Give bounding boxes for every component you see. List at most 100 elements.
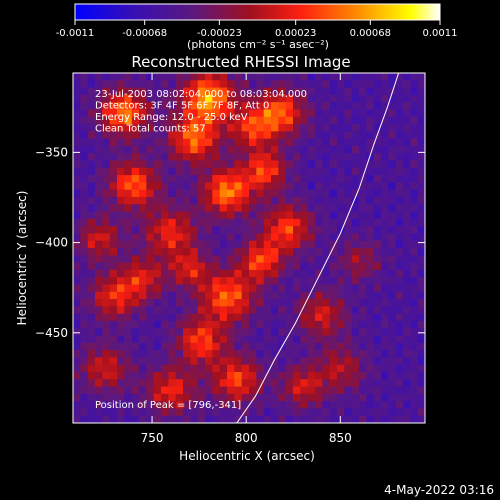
heatmap-cell bbox=[212, 124, 221, 132]
heatmap-cell bbox=[293, 328, 301, 337]
heatmap-cell bbox=[227, 371, 235, 380]
heatmap-cell bbox=[293, 291, 301, 300]
heatmap-cell bbox=[322, 408, 331, 417]
heatmap-cell bbox=[329, 182, 338, 191]
heatmap-cell bbox=[249, 408, 257, 417]
heatmap-cell bbox=[256, 116, 265, 125]
heatmap-cell bbox=[95, 160, 103, 169]
heatmap-cell bbox=[373, 167, 382, 176]
heatmap-cell bbox=[293, 160, 301, 169]
heatmap-cell bbox=[271, 233, 279, 242]
heatmap-cell bbox=[212, 291, 221, 300]
heatmap-cell bbox=[388, 335, 397, 344]
heatmap-cell bbox=[300, 277, 309, 286]
heatmap-cell bbox=[293, 371, 301, 380]
heatmap-cell bbox=[168, 342, 177, 351]
heatmap-cell bbox=[73, 87, 81, 96]
heatmap-cell bbox=[373, 196, 382, 205]
heatmap-cell bbox=[190, 269, 199, 278]
heatmap-cell bbox=[410, 204, 419, 213]
heatmap-cell bbox=[102, 320, 111, 329]
heatmap-cell bbox=[175, 233, 184, 242]
heatmap-cell bbox=[197, 328, 206, 337]
heatmap-cell bbox=[337, 116, 345, 125]
heatmap-cell bbox=[366, 116, 375, 125]
heatmap-cell bbox=[168, 204, 177, 213]
heatmap-cell bbox=[212, 262, 221, 271]
heatmap-cell bbox=[263, 124, 272, 132]
heatmap-cell bbox=[329, 196, 338, 205]
heatmap-cell bbox=[219, 371, 228, 380]
heatmap-cell bbox=[322, 269, 331, 278]
heatmap-cell bbox=[80, 196, 89, 205]
heatmap-cell bbox=[227, 255, 235, 264]
heatmap-cell bbox=[315, 167, 323, 176]
heatmap-cell bbox=[146, 73, 155, 81]
heatmap-cell bbox=[73, 342, 81, 351]
heatmap-cell bbox=[234, 124, 243, 132]
heatmap-cell bbox=[329, 313, 338, 322]
heatmap-cell bbox=[87, 335, 96, 344]
heatmap-cell bbox=[307, 204, 316, 213]
heatmap-cell bbox=[278, 393, 287, 402]
heatmap-cell bbox=[278, 313, 287, 322]
heatmap-cell bbox=[124, 262, 133, 271]
heatmap-cell bbox=[161, 226, 169, 235]
heatmap-cell bbox=[381, 371, 389, 380]
heatmap-cell bbox=[300, 364, 309, 373]
heatmap-cell bbox=[161, 415, 169, 423]
heatmap-cell bbox=[366, 233, 375, 242]
heatmap-cell bbox=[271, 350, 279, 358]
heatmap-cell bbox=[395, 255, 404, 264]
heatmap-cell bbox=[227, 240, 235, 249]
heatmap-cell bbox=[102, 80, 111, 89]
heatmap-cell bbox=[337, 240, 345, 249]
heatmap-cell bbox=[271, 320, 279, 329]
heatmap-cell bbox=[322, 87, 331, 96]
heatmap-cell bbox=[109, 320, 118, 329]
heatmap-cell bbox=[117, 196, 125, 205]
heatmap-cell bbox=[256, 386, 265, 395]
heatmap-cell bbox=[263, 218, 272, 227]
heatmap-cell bbox=[410, 131, 419, 140]
heatmap-cell bbox=[87, 226, 96, 235]
heatmap-cell bbox=[190, 277, 199, 286]
heatmap-cell bbox=[183, 284, 191, 293]
heatmap-cell bbox=[410, 240, 419, 249]
heatmap-cell bbox=[359, 138, 367, 147]
heatmap-cell bbox=[205, 393, 213, 402]
heatmap-cell bbox=[300, 124, 309, 132]
heatmap-cell bbox=[337, 124, 345, 132]
heatmap-cell bbox=[241, 233, 250, 242]
heatmap-cell bbox=[205, 233, 213, 242]
heatmap-cell bbox=[95, 138, 103, 147]
heatmap-cell bbox=[197, 335, 206, 344]
heatmap-cell bbox=[95, 364, 103, 373]
heatmap-cell bbox=[351, 204, 360, 213]
heatmap-cell bbox=[124, 204, 133, 213]
heatmap-cell bbox=[344, 240, 353, 249]
heatmap-cell bbox=[263, 415, 272, 423]
heatmap-cell bbox=[417, 386, 425, 395]
heatmap-cell bbox=[271, 240, 279, 249]
heatmap-cell bbox=[315, 204, 323, 213]
heatmap-cell bbox=[300, 335, 309, 344]
heatmap-cell bbox=[212, 269, 221, 278]
heatmap-cell bbox=[131, 350, 140, 358]
heatmap-cell bbox=[410, 342, 419, 351]
heatmap-cell bbox=[249, 291, 257, 300]
heatmap-cell bbox=[139, 233, 147, 242]
heatmap-cell bbox=[161, 87, 169, 96]
heatmap-cell bbox=[102, 226, 111, 235]
heatmap-cell bbox=[359, 211, 367, 220]
heatmap-cell bbox=[249, 138, 257, 147]
heatmap-cell bbox=[337, 160, 345, 169]
heatmap-cell bbox=[337, 342, 345, 351]
heatmap-cell bbox=[373, 233, 382, 242]
heatmap-cell bbox=[117, 401, 125, 410]
heatmap-cell bbox=[359, 277, 367, 286]
heatmap-cell bbox=[219, 328, 228, 337]
heatmap-cell bbox=[197, 240, 206, 249]
heatmap-cell bbox=[395, 269, 404, 278]
heatmap-cell bbox=[190, 379, 199, 388]
